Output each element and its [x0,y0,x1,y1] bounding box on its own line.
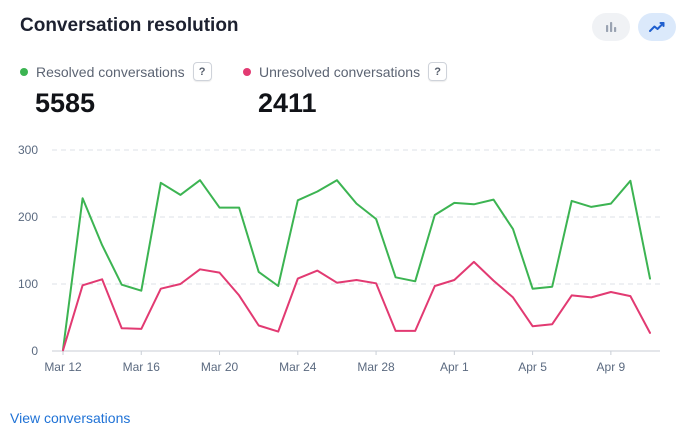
unresolved-series-line [62,260,651,352]
chart-title: Conversation resolution [20,15,239,36]
y-tick-label: 200 [18,210,38,224]
resolved-total: 5585 [35,88,96,118]
resolved-series-line [62,179,651,351]
resolved-help-button[interactable]: ? [192,62,212,81]
x-tick-label: Mar 20 [201,360,239,374]
legend-resolved-label: Resolved conversations [36,63,185,80]
x-tick-label: Mar 12 [44,360,82,374]
y-tick-label: 300 [18,143,38,157]
bar-chart-toggle[interactable] [592,13,630,41]
chart-type-toggle [592,13,676,41]
x-tick-label: Mar 16 [123,360,161,374]
legend-unresolved-label: Unresolved conversations [259,63,421,80]
x-tick-label: Mar 28 [357,360,395,374]
bar-chart-icon [606,22,617,32]
x-tick-label: Apr 1 [440,360,469,374]
y-tick-label: 0 [31,344,38,358]
line-chart-icon [649,22,665,32]
x-tick-label: Mar 24 [279,360,317,374]
x-tick-label: Apr 5 [518,360,547,374]
x-tick-label: Apr 9 [597,360,626,374]
view-conversations-link[interactable]: View conversations [10,410,131,426]
unresolved-total: 2411 [258,88,317,118]
resolved-color-dot [20,67,28,76]
legend-resolved: Resolved conversations ? [20,62,212,81]
y-tick-label: 100 [18,277,38,291]
line-chart-toggle[interactable] [638,13,676,41]
unresolved-help-button[interactable]: ? [428,62,448,81]
legend-unresolved: Unresolved conversations ? [243,62,448,81]
unresolved-color-dot [243,67,251,76]
